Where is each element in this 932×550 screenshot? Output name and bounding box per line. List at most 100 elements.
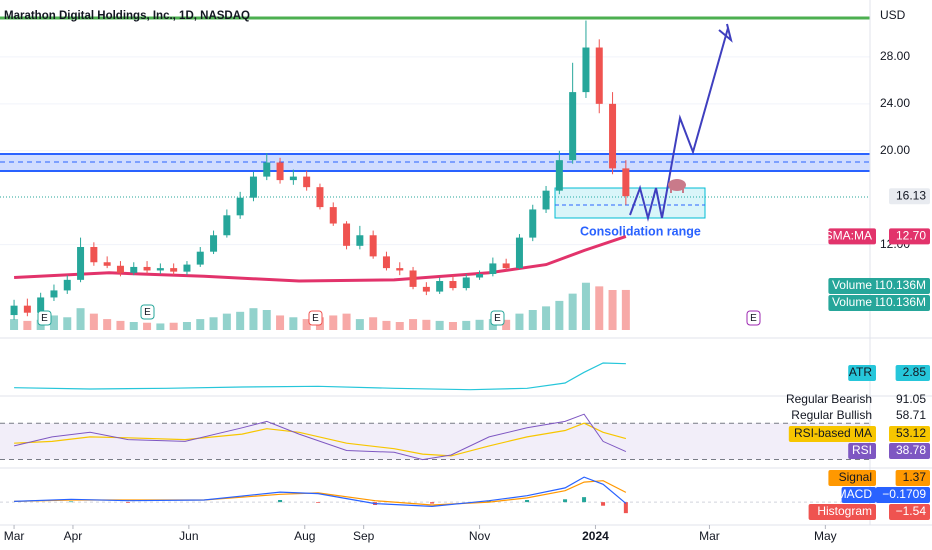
legend-value: 1.37 xyxy=(903,470,927,484)
candle-body xyxy=(529,209,537,238)
candle-body xyxy=(90,246,98,263)
volume-bar xyxy=(289,317,298,330)
volume-bar xyxy=(276,315,285,330)
legend-value-box xyxy=(889,443,930,459)
volume-bar xyxy=(103,319,112,330)
candle-body xyxy=(489,263,497,274)
volume-bar xyxy=(528,310,537,330)
volume-bar xyxy=(382,320,391,330)
candle-body xyxy=(329,207,337,224)
legend-value-box xyxy=(889,228,930,245)
candle-body xyxy=(263,162,271,177)
legend-name: Signal xyxy=(839,470,872,484)
earnings-marker: E xyxy=(312,313,319,324)
legend-value: 16.13 xyxy=(896,188,926,202)
candle-body xyxy=(303,176,311,188)
candle-body xyxy=(609,103,617,169)
candle-body xyxy=(130,266,138,273)
candle-body xyxy=(476,273,484,278)
legend-value: 2.85 xyxy=(903,365,927,379)
volume-bar xyxy=(515,313,524,330)
histogram-bar xyxy=(126,502,131,503)
chart-title: Marathon Digital Holdings, Inc., 1D, NAS… xyxy=(4,10,250,22)
legend-name-box xyxy=(788,426,876,442)
volume-bar xyxy=(568,293,577,330)
x-tick-label: 2024 xyxy=(582,529,609,543)
earnings-marker: E xyxy=(41,313,48,324)
candle-body xyxy=(170,268,178,272)
candle-body xyxy=(555,160,563,191)
plot-area xyxy=(0,20,870,330)
legend-name: Histogram xyxy=(817,504,872,518)
legend-name: RSI xyxy=(852,443,872,457)
candle-body xyxy=(369,235,377,257)
volume-bar xyxy=(182,322,191,330)
legend-value: 53.12 xyxy=(896,426,926,440)
candle-body xyxy=(10,305,18,316)
volume-bar xyxy=(608,290,617,330)
candle-body xyxy=(595,47,603,104)
volume-bar xyxy=(581,282,590,330)
legend-name: SMA:MA xyxy=(825,229,872,243)
y-tick-label: 24.00 xyxy=(880,96,910,110)
volume-bar xyxy=(262,310,271,330)
volume-bar xyxy=(409,319,418,330)
volume-bar xyxy=(49,315,58,330)
candle-body xyxy=(422,286,430,292)
x-tick-label: Nov xyxy=(469,529,490,543)
candle-body xyxy=(183,264,191,272)
histogram-bar xyxy=(582,497,587,503)
candle-body xyxy=(210,235,218,252)
histogram-bar xyxy=(623,502,628,514)
histogram-bar xyxy=(601,502,606,506)
legend-value: −1.54 xyxy=(896,504,927,518)
divergence-value: 91.05 xyxy=(896,392,926,406)
legend-name-box xyxy=(808,504,876,520)
legend-name-box xyxy=(848,443,876,459)
candle-body xyxy=(449,281,457,289)
earnings-marker: E xyxy=(144,307,151,318)
volume-bar xyxy=(196,319,205,330)
volume-bar xyxy=(169,322,178,330)
macd-line xyxy=(14,476,627,508)
candle-body xyxy=(569,92,577,161)
volume-bar xyxy=(329,315,338,330)
candle-body xyxy=(515,237,523,269)
volume-bar xyxy=(462,320,471,330)
currency-label: USD xyxy=(880,8,906,22)
volume-bar xyxy=(129,322,138,330)
volume-bar xyxy=(621,289,630,330)
volume-bar xyxy=(342,313,351,330)
volume-bar xyxy=(502,319,511,330)
y-tick-label: 28.00 xyxy=(880,49,910,63)
legend-value-box xyxy=(875,487,930,503)
candle-body xyxy=(316,187,324,208)
legend-value: 12.70 xyxy=(896,229,926,243)
legend-name-box xyxy=(828,294,876,311)
x-tick-label: Mar xyxy=(4,529,25,543)
candle-body xyxy=(116,265,124,273)
candle-body xyxy=(502,263,510,269)
candle-body xyxy=(582,47,590,93)
volume-bar xyxy=(222,313,231,330)
candle-body xyxy=(77,246,85,280)
legend-value-box xyxy=(895,470,930,486)
candle-body xyxy=(249,176,257,198)
legend-value-box xyxy=(869,277,930,294)
legend-name-box xyxy=(828,277,876,294)
x-tick-label: Sep xyxy=(353,529,375,543)
volume-bar xyxy=(555,300,564,330)
pig-icon xyxy=(668,179,686,193)
annotation: Consolidation range xyxy=(580,224,701,238)
volume-bar xyxy=(236,311,245,330)
candle-body xyxy=(462,277,470,289)
legend-name: RSI-based MA xyxy=(794,426,872,440)
divergence-name: Regular Bullish xyxy=(791,408,872,422)
volume-bar xyxy=(10,319,19,330)
divergence-value: 58.71 xyxy=(896,408,926,422)
volume-bar xyxy=(302,319,311,330)
volume-bar xyxy=(76,308,85,330)
atr-line xyxy=(14,362,626,391)
legend-name: Volume xyxy=(832,295,872,309)
